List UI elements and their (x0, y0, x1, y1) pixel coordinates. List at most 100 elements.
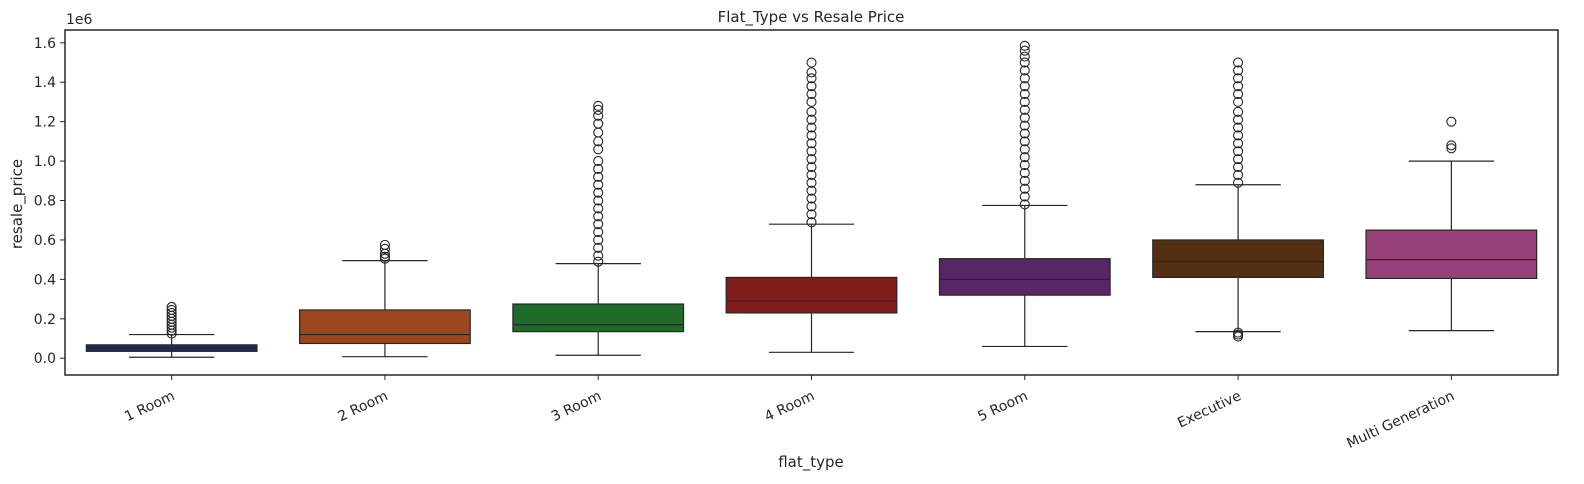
y-tick-label: 0.8 (34, 194, 56, 210)
outlier-point (593, 100, 604, 111)
outlier-point (1019, 81, 1030, 92)
outlier-point (1233, 89, 1244, 100)
outlier-point (593, 110, 604, 121)
outlier-point (806, 89, 817, 100)
outlier-point (806, 154, 817, 165)
outlier-point (806, 146, 817, 157)
outlier-point (806, 169, 817, 180)
outlier-point (1019, 191, 1030, 202)
outlier-point (1233, 65, 1244, 76)
y-tick-label: 1.4 (34, 75, 56, 91)
outlier-point (1019, 51, 1030, 62)
outlier-point (806, 81, 817, 92)
y-tick-label: 1.0 (34, 154, 56, 170)
outlier-point (1233, 138, 1244, 149)
box-iqr (299, 309, 471, 345)
outlier-point (593, 227, 604, 238)
outlier-point (593, 156, 604, 167)
outlier-point (1233, 96, 1244, 108)
outlier-point (1019, 199, 1030, 210)
outlier-point (593, 195, 604, 206)
x-axis-title: flat_type (778, 453, 844, 472)
outlier-point (1233, 327, 1244, 338)
outlier-point (593, 203, 604, 214)
box-group (299, 239, 471, 358)
box-group (512, 100, 685, 356)
box-series (85, 40, 1538, 358)
outlier-point (1019, 65, 1030, 76)
outlier-point (1019, 104, 1030, 115)
outlier-point (1233, 161, 1244, 173)
y-axis-ticks: 0.0 0.2 0.4 0.6 0.8 1.0 1.2 1.4 1.6 (34, 36, 65, 367)
y-tick-label: 0.6 (34, 233, 56, 249)
outlier-point (1233, 81, 1244, 92)
outlier-point (1019, 183, 1030, 194)
outlier-point (593, 187, 604, 198)
outlier-point (593, 256, 604, 267)
box-iqr (1152, 239, 1324, 279)
outlier-point (806, 122, 817, 133)
box-iqr (725, 276, 898, 314)
y-tick-label: 0.2 (34, 312, 56, 328)
outlier-point (806, 193, 817, 204)
outlier-point (1019, 89, 1030, 100)
outlier-point (593, 242, 604, 253)
outlier-point (1019, 167, 1030, 178)
y-tick-label: 0.4 (34, 272, 56, 288)
outlier-point (593, 163, 604, 175)
outlier-point (1019, 152, 1030, 163)
outlier-point (806, 106, 817, 117)
box-iqr (512, 303, 685, 333)
plot-frame (64, 29, 1559, 376)
outlier-point (1233, 130, 1244, 141)
outlier-point (1446, 116, 1457, 127)
outlier-point (806, 67, 817, 78)
outlier-point (806, 130, 817, 141)
outlier-point (1233, 177, 1244, 188)
outlier-point (379, 243, 390, 254)
outlier-point (1446, 143, 1457, 154)
outlier-point (1233, 122, 1244, 133)
box-iqr (1365, 229, 1538, 280)
outlier-point (379, 239, 390, 250)
outlier-point (1233, 146, 1244, 157)
y-tick-label: 0.0 (34, 351, 56, 367)
outlier-point (1019, 45, 1030, 56)
outlier-point (1446, 140, 1457, 151)
outlier-point (806, 138, 817, 149)
box-group (725, 57, 898, 353)
outlier-point (593, 250, 604, 261)
outlier-point (806, 57, 817, 68)
outlier-point (806, 177, 817, 188)
y-tick-label: 1.2 (34, 115, 56, 131)
box-iqr (938, 258, 1111, 296)
outlier-point (806, 96, 817, 108)
y-tick-label: 1.6 (34, 36, 56, 52)
outlier-point (1233, 106, 1244, 117)
outlier-point (166, 304, 177, 315)
outlier-point (593, 104, 604, 115)
box-group (85, 301, 258, 358)
outlier-point (1233, 154, 1244, 165)
outlier-point (806, 185, 817, 196)
outlier-point (1019, 96, 1030, 108)
y-axis-title: resale_price (8, 159, 27, 249)
outlier-point (1233, 169, 1244, 180)
outlier-point (593, 211, 604, 222)
outlier-point (593, 219, 604, 230)
outlier-point (593, 179, 604, 190)
outlier-point (166, 307, 177, 318)
outlier-point (1233, 114, 1244, 125)
chart-title: Flat_Type vs Resale Price (718, 8, 905, 27)
outlier-point (1019, 40, 1030, 51)
outlier-point (1019, 159, 1030, 171)
outlier-point (593, 144, 604, 155)
outlier-point (1019, 175, 1030, 186)
outlier-point (806, 73, 817, 84)
outlier-point (1019, 144, 1030, 155)
outlier-point (166, 301, 177, 313)
outlier-point (1019, 128, 1030, 139)
outlier-point (1019, 136, 1030, 147)
outlier-point (1019, 73, 1030, 84)
